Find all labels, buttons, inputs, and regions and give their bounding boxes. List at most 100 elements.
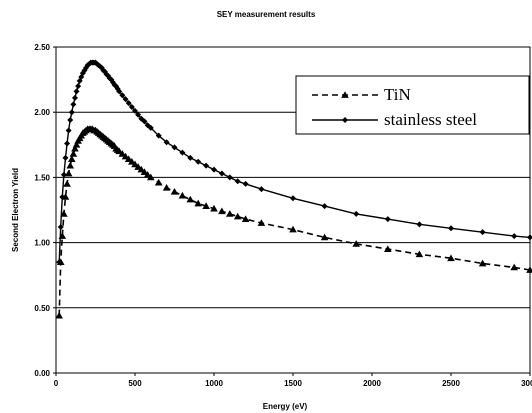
series-line-tin (58, 128, 531, 316)
data-point-stainless-steel (116, 88, 123, 95)
data-point-tin (154, 178, 163, 186)
x-tick-label: 2500 (442, 379, 460, 388)
x-axis-ticks: 0 500 1000 1500 2000 2500 3000 (54, 373, 532, 388)
data-point-stainless-steel (122, 96, 129, 103)
data-point-stainless-steel (234, 178, 241, 185)
data-point-stainless-steel (242, 180, 249, 187)
data-point-tin (289, 225, 297, 233)
x-tick-label: 2000 (363, 379, 381, 388)
data-point-tin (162, 184, 171, 191)
data-point-stainless-steel (135, 111, 142, 118)
y-tick-label: 1.50 (34, 173, 50, 182)
data-point-tin (68, 155, 76, 162)
series-stainless-steel (56, 59, 532, 266)
x-tick-label: 3000 (521, 379, 532, 388)
x-axis-label: Energy (eV) (263, 402, 308, 411)
data-point-stainless-steel (125, 100, 132, 107)
data-point-stainless-steel (128, 103, 135, 110)
y-tick-label: 2.00 (34, 108, 50, 117)
data-point-tin (218, 207, 226, 215)
data-point-stainless-steel (73, 88, 80, 95)
data-point-stainless-steel (144, 122, 151, 129)
y-tick-label: 0.50 (34, 304, 50, 313)
data-point-stainless-steel (75, 83, 82, 90)
y-tick-label: 0.00 (34, 369, 50, 378)
data-point-stainless-steel (64, 140, 71, 147)
data-point-stainless-steel (65, 127, 72, 134)
data-point-stainless-steel (141, 118, 148, 125)
legend-label-tin: TiN (384, 85, 411, 104)
x-tick-label: 1500 (284, 379, 302, 388)
data-point-stainless-steel (179, 149, 186, 156)
data-point-stainless-steel (67, 117, 74, 124)
data-point-tin (170, 187, 179, 195)
data-point-stainless-steel (479, 229, 486, 236)
data-point-tin (69, 150, 78, 157)
data-point-stainless-steel (171, 144, 178, 151)
x-tick-label: 0 (54, 379, 59, 388)
data-point-stainless-steel (416, 221, 423, 228)
data-point-tin (257, 219, 266, 226)
data-point-tin (56, 258, 65, 266)
data-point-stainless-steel (384, 216, 391, 223)
x-tick-label: 1000 (205, 379, 223, 388)
data-point-stainless-steel (163, 139, 170, 146)
data-point-tin (194, 199, 202, 207)
legend-marker-stainless-steel (342, 117, 348, 123)
data-point-stainless-steel (203, 162, 210, 169)
data-point-stainless-steel (211, 166, 217, 173)
data-point-stainless-steel (119, 92, 126, 99)
data-point-tin (178, 191, 187, 199)
data-point-tin (202, 202, 210, 209)
data-point-stainless-steel (448, 225, 454, 232)
data-point-tin (241, 215, 250, 222)
data-point-stainless-steel (321, 203, 328, 210)
data-point-stainless-steel (218, 170, 225, 177)
grid-lines (56, 111, 530, 309)
data-point-stainless-steel (195, 158, 202, 165)
data-point-stainless-steel (187, 154, 194, 161)
data-point-tin (384, 245, 392, 252)
chart-title: SEY measurement results (217, 10, 316, 19)
legend: TiN stainless steel (295, 75, 530, 135)
data-point-tin (61, 193, 70, 200)
data-point-stainless-steel (70, 101, 77, 108)
data-point-tin (63, 180, 71, 187)
data-point-stainless-steel (258, 186, 265, 193)
data-point-tin (186, 195, 195, 203)
data-point-tin (478, 259, 487, 267)
data-point-tin (415, 250, 424, 258)
data-point-tin (58, 232, 67, 239)
data-point-stainless-steel (147, 124, 154, 131)
data-point-stainless-steel (132, 107, 138, 114)
data-point-tin (526, 266, 532, 273)
data-point-tin (66, 161, 75, 169)
data-point-stainless-steel (71, 94, 78, 101)
legend-box (295, 75, 530, 135)
data-point-tin (72, 141, 81, 148)
data-point-tin (226, 210, 234, 217)
data-point-stainless-steel (353, 210, 360, 217)
series-tin (55, 125, 532, 319)
data-point-stainless-steel (68, 109, 75, 116)
data-point-stainless-steel (527, 234, 532, 241)
x-tick-label: 500 (128, 379, 142, 388)
data-point-tin (320, 233, 329, 241)
data-point-tin (147, 173, 155, 181)
data-point-stainless-steel (290, 195, 296, 202)
data-point-stainless-steel (57, 223, 64, 230)
data-point-tin (352, 240, 360, 247)
y-axis-label: Second Electron Yield (11, 168, 20, 252)
data-point-tin (447, 254, 455, 262)
data-point-tin (60, 210, 68, 217)
data-point-tin (55, 311, 63, 319)
y-tick-label: 1.00 (34, 239, 50, 248)
data-point-stainless-steel (226, 174, 233, 181)
y-tick-label: 2.50 (34, 43, 50, 52)
data-point-tin (233, 212, 242, 220)
data-point-tin (510, 263, 518, 271)
data-point-stainless-steel (155, 132, 162, 139)
data-series (55, 59, 532, 319)
data-point-stainless-steel (511, 233, 518, 240)
